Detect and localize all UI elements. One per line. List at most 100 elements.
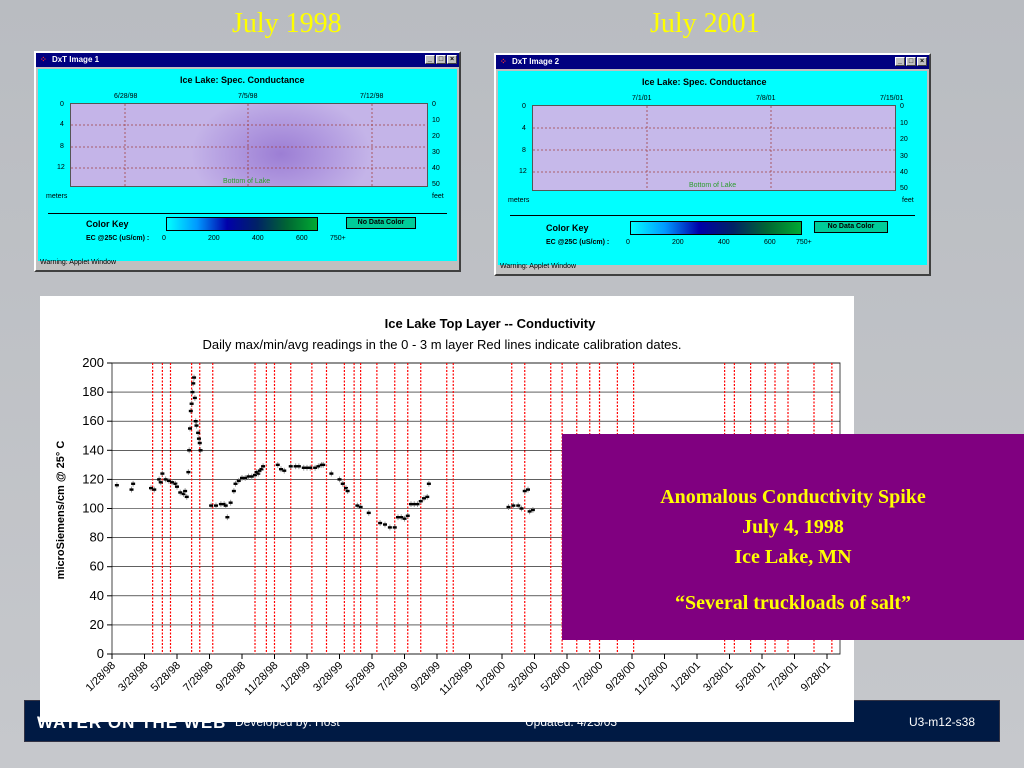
data-point xyxy=(296,465,301,468)
data-point xyxy=(345,489,350,493)
feet-tick: 10 xyxy=(432,117,440,124)
x-tick-label: 11/28/00 xyxy=(632,660,670,698)
x-tick-label: 1/28/99 xyxy=(279,660,313,694)
data-point xyxy=(399,516,404,519)
data-point xyxy=(114,484,119,487)
conductance-image: Bottom of Lake xyxy=(70,103,428,187)
data-point xyxy=(288,465,293,468)
data-point xyxy=(261,465,266,468)
depth-tick: 4 xyxy=(522,125,526,132)
bottom-of-lake-label: Bottom of Lake xyxy=(689,182,737,189)
y-tick-label: 60 xyxy=(90,559,104,574)
data-point xyxy=(426,482,431,485)
data-point xyxy=(305,466,309,469)
data-point xyxy=(157,478,162,481)
data-point xyxy=(383,523,387,526)
ec-label: EC @25C (uS/cm) : xyxy=(546,239,610,246)
feet-label: feet xyxy=(432,193,444,200)
color-key-label: Color Key xyxy=(86,219,129,229)
callout-location: Ice Lake, MN xyxy=(734,546,852,568)
feet-tick: 0 xyxy=(900,103,904,110)
y-axis-label: microSiemens/cm @ 25° C xyxy=(55,441,67,580)
date-label: 7/5/98 xyxy=(238,93,258,100)
conductivity-chart: 0 20 40 60 80 100 120 140 160 180 200 1/28/98 3/28/9… xyxy=(44,300,850,718)
ec-label: EC @25C (uS/cm) : xyxy=(86,235,150,242)
app-logo-icon: ⁘ xyxy=(40,55,47,64)
window-title: DxT Image 1 xyxy=(51,55,100,64)
data-point xyxy=(196,437,201,440)
data-point xyxy=(415,502,420,506)
updated-date: Updated: 4/23/03 xyxy=(525,715,618,729)
x-tick-label: 5/28/00 xyxy=(539,660,573,694)
x-tick-label: 9/28/01 xyxy=(799,660,833,694)
data-point xyxy=(246,475,251,478)
data-point xyxy=(418,500,423,503)
data-point xyxy=(189,402,194,405)
chart-title: Ice Lake Top Layer -- Conductivity xyxy=(385,316,596,331)
depth-tick: 8 xyxy=(522,147,526,154)
y-tick-label: 20 xyxy=(90,617,104,632)
data-point xyxy=(186,470,191,474)
callout-date: July 4, 1998 xyxy=(742,516,844,538)
scale-label: 400 xyxy=(718,239,730,246)
data-point xyxy=(409,502,413,506)
x-tick-label: 3/28/01 xyxy=(701,660,735,694)
meters-label: meters xyxy=(46,193,68,200)
data-point xyxy=(422,497,426,500)
maximize-button[interactable]: □ xyxy=(906,57,916,66)
data-point xyxy=(240,476,244,480)
data-point xyxy=(170,481,175,484)
status-bar: Warning: Applet Window xyxy=(40,259,116,266)
plot-title: Ice Lake: Spec. Conductance xyxy=(642,77,767,87)
depth-tick: 12 xyxy=(519,168,527,175)
close-button[interactable]: × xyxy=(447,55,457,64)
slide-code: U3-m12-s38 xyxy=(908,715,975,729)
data-point xyxy=(181,492,186,496)
data-point xyxy=(225,516,230,519)
conductance-image: Bottom of Lake xyxy=(532,105,896,191)
callout-quote: “Several truckloads of salt” xyxy=(674,592,912,614)
scale-label: 0 xyxy=(162,235,166,242)
window-titlebar[interactable]: ⁘ DxT Image 2 _ □ × xyxy=(496,55,929,69)
data-point xyxy=(231,489,236,493)
data-point xyxy=(256,472,261,475)
scale-label: 750+ xyxy=(330,235,346,242)
chart-subtitle: Daily max/min/avg readings in the 0 - 3 … xyxy=(202,337,681,352)
y-tick-label: 180 xyxy=(82,384,104,399)
close-button[interactable]: × xyxy=(917,57,927,66)
data-point xyxy=(293,465,298,468)
data-point xyxy=(166,479,171,483)
data-point xyxy=(425,495,430,499)
window-title: DxT Image 2 xyxy=(511,57,560,66)
x-tick-label: 7/28/00 xyxy=(571,660,605,694)
x-tick-label: 3/28/00 xyxy=(506,660,540,694)
date-label: 7/1/01 xyxy=(632,95,652,102)
x-tick-label: 7/28/99 xyxy=(376,660,410,694)
data-point xyxy=(187,449,192,452)
data-point xyxy=(301,466,306,469)
data-point xyxy=(175,485,179,488)
data-point xyxy=(191,382,196,385)
data-point xyxy=(519,507,524,510)
data-point xyxy=(209,504,214,507)
maximize-button[interactable]: □ xyxy=(436,55,446,64)
data-point xyxy=(163,478,168,481)
data-point xyxy=(253,473,257,477)
x-tick-label: 11/28/99 xyxy=(437,660,475,698)
data-point xyxy=(183,489,188,493)
depth-tick: 4 xyxy=(60,121,64,128)
scale-label: 0 xyxy=(626,239,630,246)
data-point xyxy=(308,466,313,469)
color-key-label: Color Key xyxy=(546,223,589,233)
y-tick-label: 140 xyxy=(82,442,104,457)
minimize-button[interactable]: _ xyxy=(425,55,435,64)
window-titlebar[interactable]: ⁘ DxT Image 1 _ □ × xyxy=(36,53,459,67)
minimize-button[interactable]: _ xyxy=(895,57,905,66)
plot-grid xyxy=(71,104,427,186)
data-point xyxy=(173,482,178,485)
status-bar: Warning: Applet Window xyxy=(500,263,576,270)
data-point xyxy=(506,505,511,509)
x-tick-label: 1/28/98 xyxy=(84,660,118,694)
date-label: 7/15/01 xyxy=(880,95,904,102)
feet-tick: 20 xyxy=(432,133,440,140)
